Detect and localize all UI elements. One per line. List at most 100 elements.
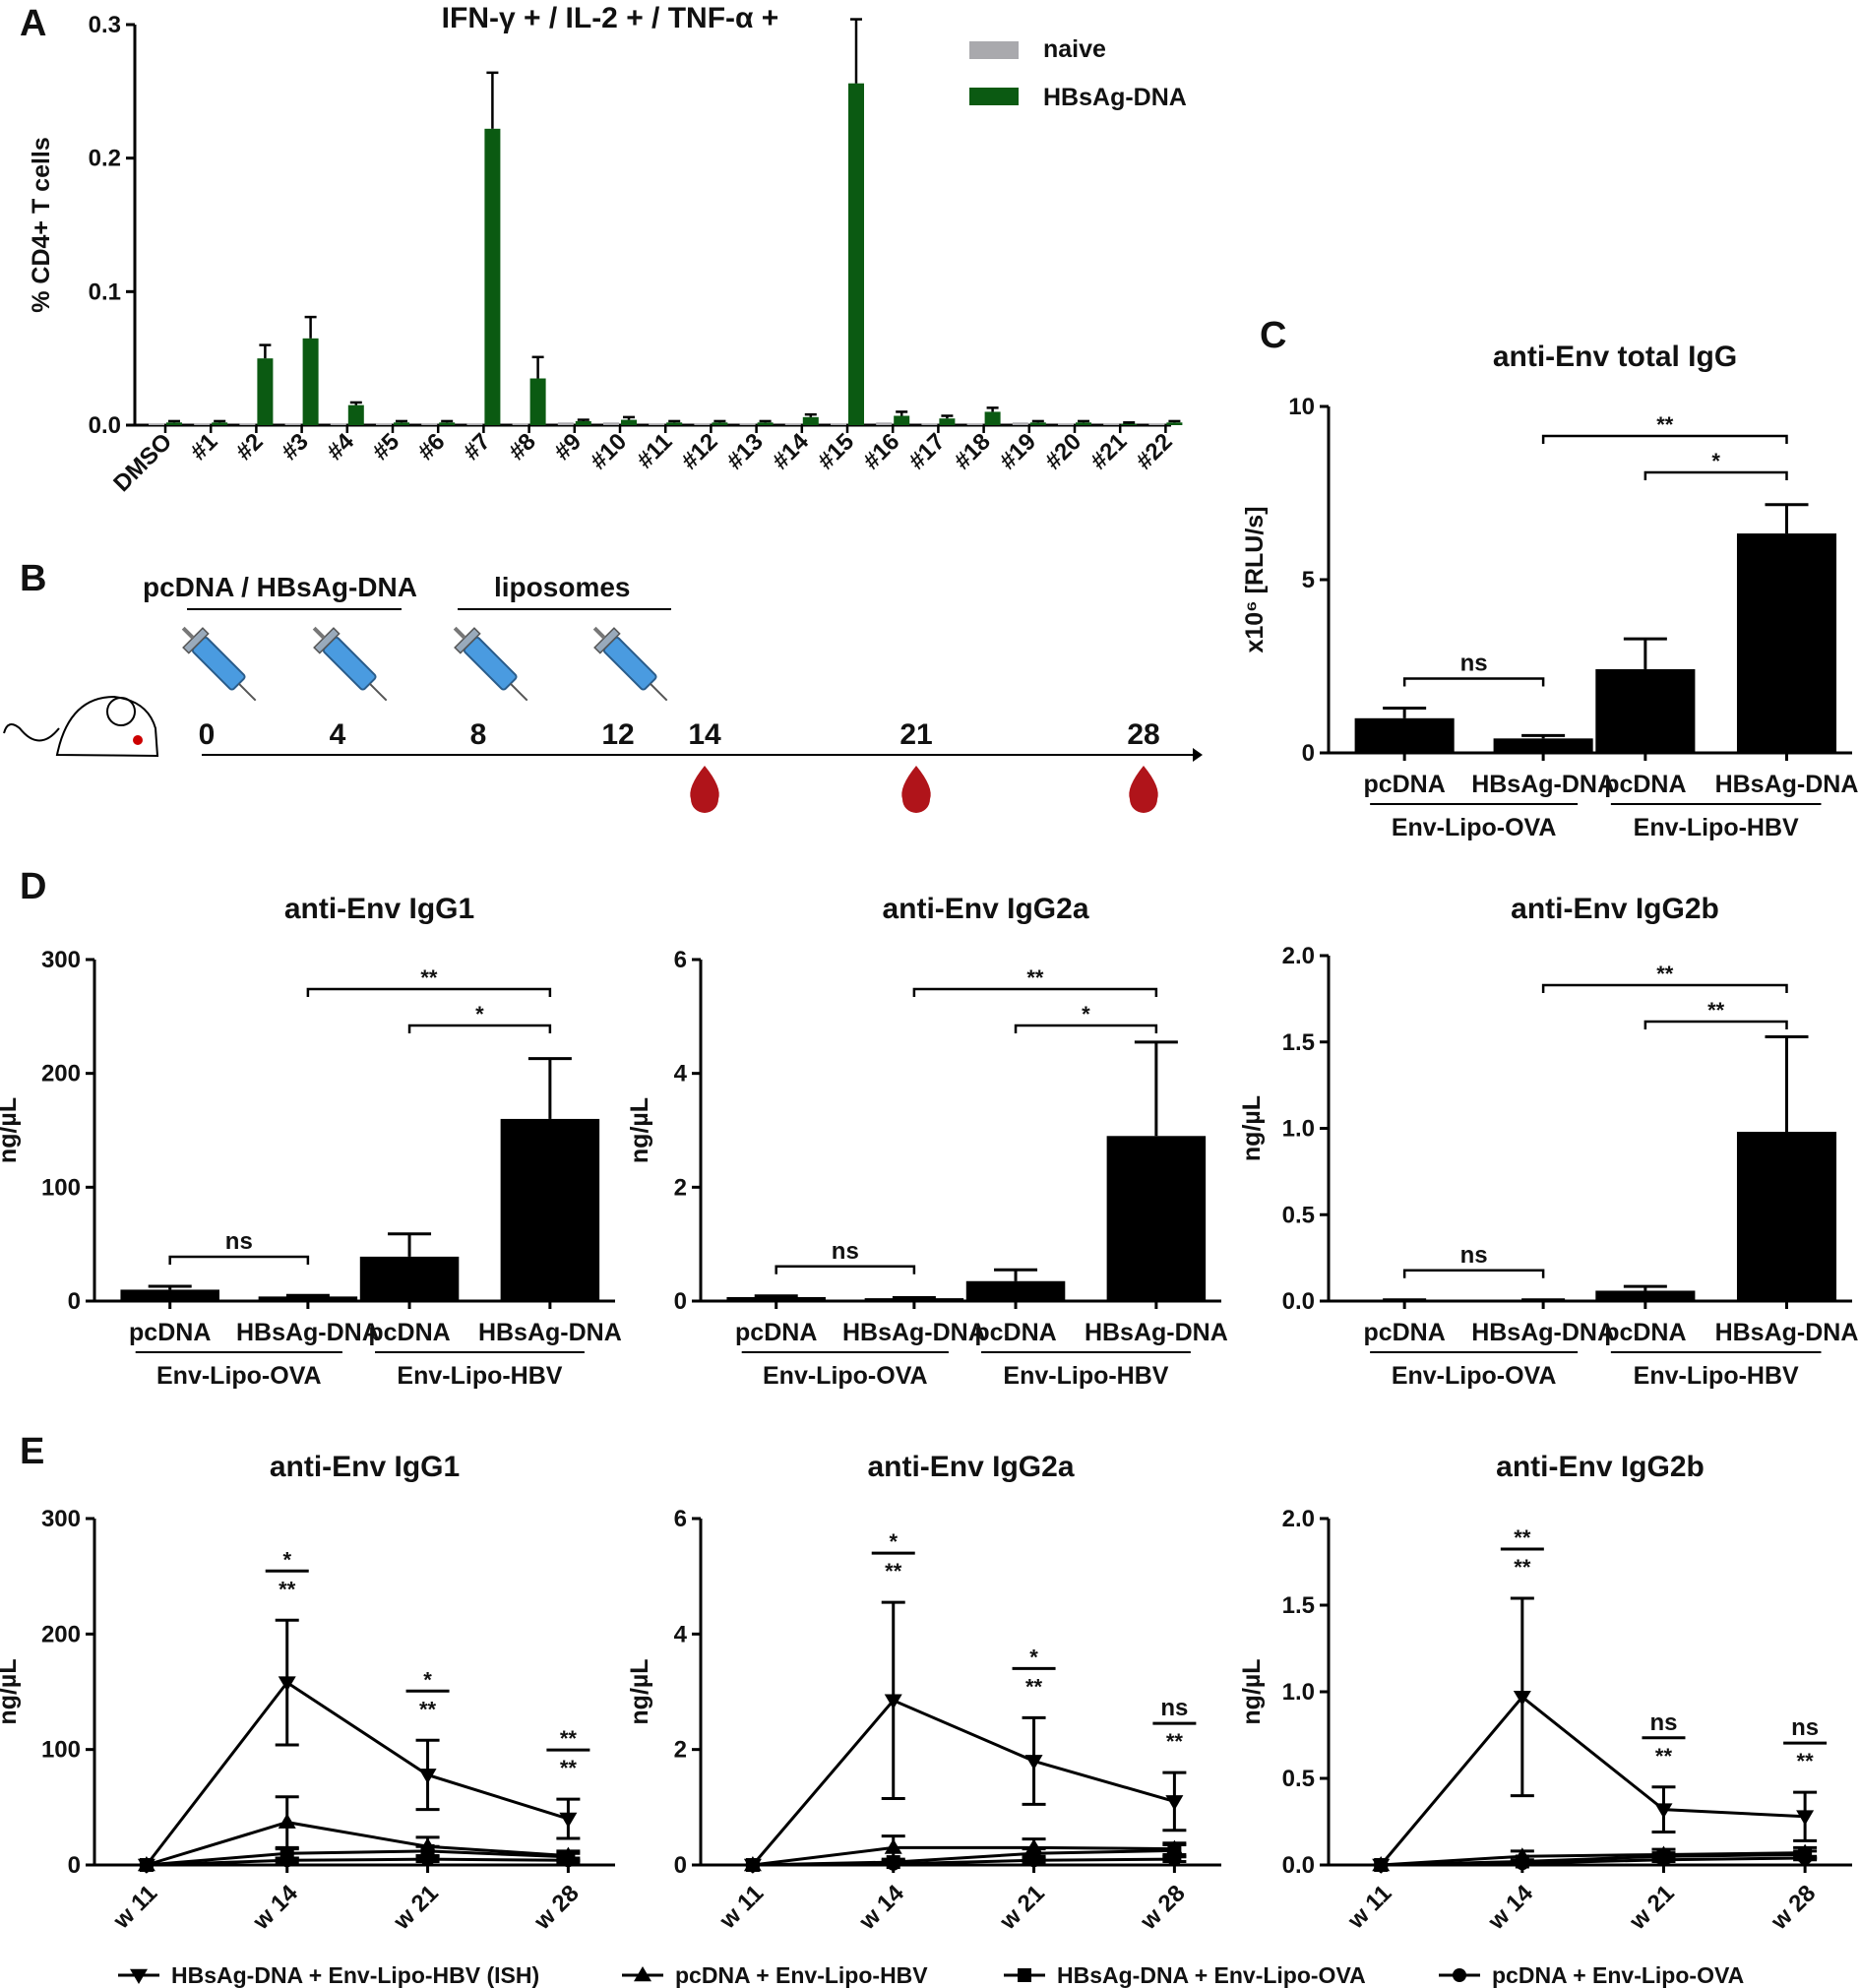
y-tick-label: 0.3	[89, 12, 121, 38]
bar-hbsag-18	[984, 411, 1001, 425]
y-axis-label: ng/µL	[626, 1658, 653, 1724]
significance-bracket	[1014, 1024, 1158, 1033]
series-line-0	[751, 1698, 1175, 1866]
y-tick-label: 200	[41, 1621, 81, 1647]
bar-naive-12	[694, 423, 711, 425]
legend-marker	[1453, 1968, 1466, 1982]
y-tick-label: 4	[674, 1061, 688, 1087]
data-point-s1-1	[884, 1838, 902, 1854]
y-axis-label: ng/µL	[1238, 1658, 1266, 1724]
bar-naive-4	[330, 423, 346, 425]
x-tick-label: #16	[858, 428, 904, 474]
significance-label: ns	[1460, 1242, 1488, 1269]
y-tick-label: 0	[68, 1288, 81, 1315]
x-tick-label: #17	[903, 428, 950, 474]
y-tick-label: 10	[1288, 394, 1315, 420]
bar-hbsag-20	[1076, 422, 1091, 425]
series-line-0	[1380, 1695, 1806, 1866]
y-tick-label: 100	[41, 1174, 81, 1201]
chart-a-title: IFN-γ + / IL-2 + / TNF-α +	[442, 2, 779, 34]
data-point-s0-1	[1513, 1690, 1531, 1707]
data-point-s3-1	[279, 1853, 294, 1868]
timeline-day-label: 8	[470, 718, 487, 751]
bar-naive-19	[1012, 422, 1028, 425]
y-tick-label: 300	[41, 947, 81, 973]
significance-label-lower: **	[279, 1577, 296, 1601]
bar-1	[864, 1298, 964, 1301]
chart-e1-title: anti-Env IgG1	[270, 1451, 460, 1483]
x-tick-label: #6	[412, 428, 450, 466]
significance-bracket	[1402, 677, 1545, 687]
timeline-day-label: 0	[199, 718, 216, 751]
bar-naive-18	[966, 423, 983, 425]
data-point-s3-0	[139, 1858, 154, 1872]
data-point-s0-2	[1654, 1803, 1673, 1819]
significance-label-upper: **	[560, 1726, 578, 1751]
legend-e-label-3: pcDNA + Env-Lipo-OVA	[1492, 1962, 1744, 1988]
significance-bracket	[168, 1255, 310, 1265]
significance-label: **	[420, 965, 438, 990]
x-category-label: HBsAg-DNA	[1085, 1319, 1228, 1346]
bar-hbsag-7	[484, 128, 501, 425]
bar-hbsag-8	[529, 378, 546, 425]
group-label: Env-Lipo-OVA	[1392, 1362, 1557, 1390]
series-line-2	[146, 1849, 569, 1867]
significance-bracket	[1541, 983, 1788, 993]
chart-c-title: anti-Env total IgG	[1493, 341, 1737, 373]
bar-0	[726, 1296, 826, 1301]
bar-hbsag-9	[575, 420, 591, 425]
data-point-s0-3	[1796, 1810, 1815, 1826]
significance-bracket	[407, 1024, 552, 1033]
x-tick-label: #7	[459, 428, 496, 466]
significance-bracket	[912, 987, 1158, 997]
panel-label-d: D	[20, 866, 46, 907]
significance-bracket	[775, 1265, 916, 1274]
x-tick-label: #4	[322, 428, 359, 466]
x-category-label: pcDNA	[1363, 771, 1445, 798]
bar-hbsag-6	[439, 422, 456, 425]
legend-hbsag-swatch	[969, 88, 1019, 105]
data-point-s0-1	[278, 1676, 296, 1692]
chart-e3: 0.0 0.5 1.0 1.5 2.0 ng/µL anti-Env IgG2b w 11 w …	[1238, 1451, 1852, 1936]
significance-label-lower: **	[1025, 1674, 1043, 1699]
x-tick-label: w 11	[1342, 1880, 1397, 1935]
chart-e1: 0 100 200 300 ng/µL anti-Env IgG1 w 11 w 14 w 21…	[0, 1451, 615, 1936]
group-label: Env-Lipo-OVA	[156, 1362, 322, 1390]
x-tick-label: #3	[277, 428, 314, 466]
data-point-s0-3	[1165, 1795, 1184, 1811]
data-point-s3-1	[886, 1856, 900, 1871]
bar-hbsag-22	[1166, 422, 1183, 425]
y-tick-label: 100	[41, 1737, 81, 1764]
significance-label: **	[1656, 412, 1674, 437]
timeline-dna-label: pcDNA / HBsAg-DNA	[143, 572, 417, 602]
syringe-icon	[181, 626, 257, 702]
significance-label-lower: **	[1166, 1729, 1184, 1754]
x-tick-label: #12	[676, 428, 722, 474]
significance-label: ns	[1460, 651, 1488, 677]
x-tick-label: #18	[949, 428, 995, 474]
bar-naive-9	[557, 422, 574, 425]
y-axis-label: x10⁶ [RLU/s]	[1241, 506, 1269, 652]
y-tick-label: 0	[674, 1288, 687, 1315]
bar-naive-15	[831, 423, 846, 425]
chart-e3-title: anti-Env IgG2b	[1496, 1451, 1705, 1483]
x-tick-label: #15	[813, 428, 859, 474]
bar-naive-7	[466, 423, 483, 425]
x-tick-label: #22	[1131, 428, 1177, 474]
x-tick-label: w 14	[1482, 1880, 1538, 1936]
legend-e-label-1: pcDNA + Env-Lipo-HBV	[675, 1962, 928, 1988]
bar-naive-20	[1058, 423, 1074, 425]
x-tick-label: w 28	[528, 1880, 585, 1936]
y-tick-label: 2	[674, 1737, 687, 1764]
x-tick-label: w 11	[107, 1880, 162, 1935]
x-tick-label: #14	[768, 428, 815, 475]
y-tick-label: 0	[674, 1852, 687, 1879]
timeline-day-label: 4	[330, 718, 346, 751]
data-point-s3-0	[745, 1858, 760, 1872]
blood-drop-icon	[1129, 766, 1158, 813]
y-tick-label: 0.0	[1282, 1852, 1315, 1879]
timeline-day-label: 12	[601, 718, 634, 751]
blood-drop-icon	[901, 766, 931, 813]
y-tick-label: 0.0	[89, 412, 121, 439]
significance-label-lower: **	[1514, 1555, 1531, 1580]
